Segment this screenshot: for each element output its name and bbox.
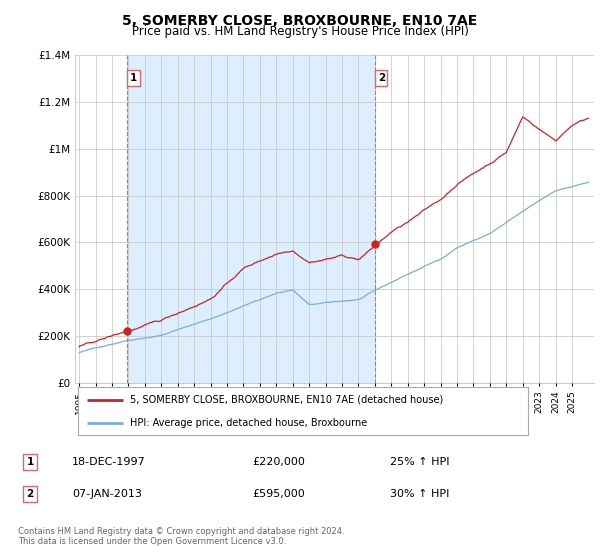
Text: Contains HM Land Registry data © Crown copyright and database right 2024.
This d: Contains HM Land Registry data © Crown c… (18, 527, 344, 547)
Text: 30% ↑ HPI: 30% ↑ HPI (390, 489, 449, 499)
Bar (127, 55, 375, 383)
Text: 18-DEC-1997: 18-DEC-1997 (72, 457, 146, 467)
Text: 07-JAN-2013: 07-JAN-2013 (72, 489, 142, 499)
Text: 5, SOMERBY CLOSE, BROXBOURNE, EN10 7AE (detached house): 5, SOMERBY CLOSE, BROXBOURNE, EN10 7AE (… (130, 395, 443, 405)
Text: 2: 2 (377, 73, 385, 83)
Text: 25% ↑ HPI: 25% ↑ HPI (390, 457, 449, 467)
Text: £220,000: £220,000 (252, 457, 305, 467)
Text: 2: 2 (26, 489, 34, 499)
Text: 5, SOMERBY CLOSE, BROXBOURNE, EN10 7AE: 5, SOMERBY CLOSE, BROXBOURNE, EN10 7AE (122, 14, 478, 28)
Text: 1: 1 (130, 73, 137, 83)
Text: Price paid vs. HM Land Registry's House Price Index (HPI): Price paid vs. HM Land Registry's House … (131, 25, 469, 38)
Text: 1: 1 (26, 457, 34, 467)
Text: £595,000: £595,000 (252, 489, 305, 499)
Text: HPI: Average price, detached house, Broxbourne: HPI: Average price, detached house, Brox… (130, 418, 367, 428)
